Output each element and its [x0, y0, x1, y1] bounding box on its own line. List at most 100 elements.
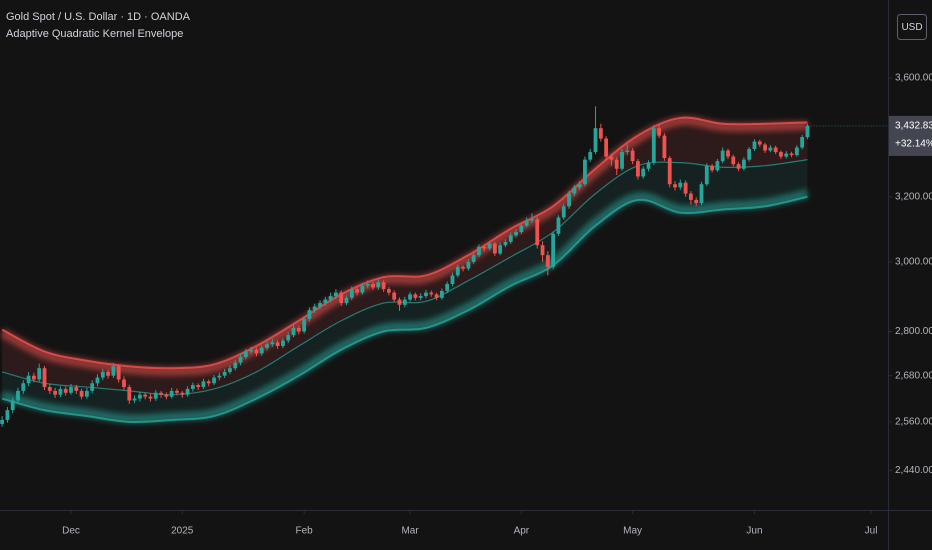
candle-body	[355, 289, 360, 293]
candle-body	[185, 388, 190, 395]
currency-label: USD	[901, 22, 922, 33]
candle-body	[487, 243, 492, 249]
candle-body	[339, 292, 344, 304]
candle-body	[540, 245, 545, 256]
candle-body	[122, 379, 126, 388]
candle-body	[651, 128, 656, 163]
candle-body	[779, 152, 783, 157]
candle-body	[365, 283, 370, 286]
candle-body	[545, 255, 550, 267]
candle-body	[694, 199, 699, 204]
candle-body	[800, 137, 805, 148]
candle-body	[259, 347, 264, 354]
candle-body	[222, 371, 227, 376]
candle-body	[79, 390, 84, 397]
candle-body	[445, 283, 450, 291]
candle-body	[243, 351, 248, 358]
candle-body	[784, 153, 789, 157]
candle-body	[567, 193, 571, 207]
candle-body	[143, 394, 148, 397]
candle-body	[132, 398, 137, 401]
candle-body	[413, 294, 418, 298]
candle-body	[90, 383, 95, 391]
candle-body	[106, 371, 110, 376]
candle-body	[323, 299, 328, 304]
candle-body	[572, 187, 577, 194]
candle-body	[386, 289, 391, 293]
candle-body	[228, 368, 232, 372]
candle-body	[577, 184, 582, 188]
lower-glow	[0, 189, 809, 424]
upper-line	[1, 116, 808, 370]
candle-body	[148, 396, 153, 399]
candle-body	[175, 390, 179, 393]
x-tick-label: 2025	[171, 526, 194, 537]
candle-body	[371, 283, 375, 288]
candle-body	[201, 381, 206, 388]
candle-body	[206, 381, 211, 384]
candle-body	[598, 128, 603, 139]
x-tick-label: Apr	[514, 526, 530, 537]
x-tick-label: Jun	[746, 526, 762, 537]
candle-body	[217, 375, 222, 378]
candle-body	[212, 377, 216, 384]
candle-body	[21, 383, 26, 391]
y-tick-label: 2,800.000	[895, 326, 932, 337]
candle-body	[741, 159, 746, 169]
candle-body	[763, 144, 767, 151]
candle-body	[710, 165, 715, 171]
candle-body	[514, 232, 518, 236]
x-tick-label: May	[623, 526, 642, 537]
candle-body	[673, 184, 677, 188]
x-tick-label: Mar	[401, 526, 419, 537]
candle-body	[238, 357, 243, 363]
candle-body	[381, 282, 386, 290]
chart-title: Gold Spot / U.S. Dollar · 1D · OANDA	[6, 11, 191, 23]
candle-body	[360, 285, 365, 293]
candle-body	[662, 135, 667, 159]
candle-body	[461, 266, 465, 269]
candle-body	[625, 150, 630, 153]
candle-body	[402, 299, 407, 305]
candle-body	[429, 292, 434, 295]
candle-body	[450, 275, 455, 284]
candle-body	[657, 128, 662, 136]
candle-body	[180, 392, 185, 395]
candle-body	[307, 310, 312, 319]
candle-body	[466, 261, 471, 269]
candle-body	[704, 165, 709, 185]
last-price-box	[889, 115, 932, 156]
plot-area	[0, 106, 810, 427]
candle-body	[614, 159, 619, 169]
candle-body	[683, 182, 688, 194]
candle-body	[789, 153, 794, 156]
candle-body	[646, 162, 651, 169]
candle-body	[805, 125, 810, 138]
currency-button[interactable]	[897, 14, 927, 40]
candle-body	[10, 400, 15, 411]
candle-body	[328, 296, 333, 300]
candle-body	[715, 161, 720, 171]
y-tick-label: 2,680.000	[895, 370, 932, 381]
candle-body	[424, 292, 428, 297]
candle-body	[53, 390, 58, 395]
candle-body	[688, 193, 693, 200]
candle-body	[524, 220, 529, 226]
candle-body	[556, 217, 561, 234]
candle-body	[275, 342, 280, 347]
y-tick-label: 3,000.000	[895, 257, 932, 268]
candle-body	[418, 296, 423, 298]
candle-body	[747, 149, 752, 160]
candle-body	[699, 184, 704, 204]
indicator-name: Adaptive Quadratic Kernel Envelope	[6, 28, 183, 40]
candle-body	[116, 366, 121, 380]
candle-body	[498, 245, 503, 254]
candle-body	[164, 394, 169, 397]
candle-body	[720, 150, 725, 162]
candle-body	[492, 243, 497, 254]
candle-body	[100, 371, 105, 378]
candle-body	[16, 390, 20, 401]
candle-body	[84, 390, 89, 397]
